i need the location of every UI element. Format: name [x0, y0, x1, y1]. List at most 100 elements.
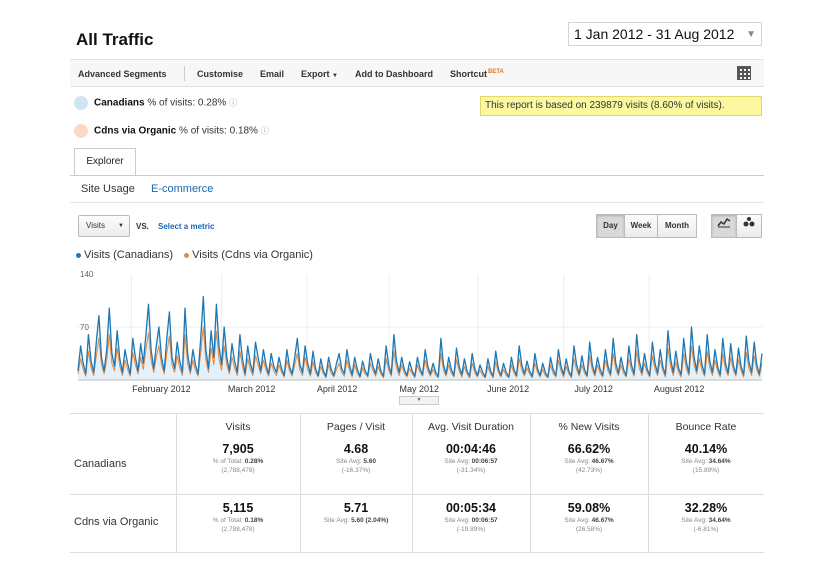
table-divider — [70, 494, 764, 495]
metric-cell: 4.68 Site Avg: 5.60 (-16.37%) — [300, 442, 412, 474]
table-divider — [412, 413, 413, 552]
metric-value: 00:05:34 — [445, 501, 497, 515]
y-tick-label: 140 — [80, 270, 94, 279]
segment-info: % of visits: 0.18% — [179, 125, 258, 137]
chevron-down-icon: ▼ — [118, 223, 124, 229]
page-title: All Traffic — [76, 30, 154, 49]
legend-dot — [76, 252, 81, 258]
segment-name: Canadians — [94, 97, 145, 109]
metric-comparison: Site Avg: 34.64% — [681, 458, 731, 465]
segment-cdns-via-organic[interactable]: Cdns via Organic % of visits: 0.18% ⓘ — [74, 124, 269, 138]
date-range-text: 1 Jan 2012 - 31 Aug 2012 — [574, 26, 735, 42]
granularity-toggle: Day Week Month — [596, 214, 697, 238]
chevron-down-icon: ▼ — [332, 73, 338, 79]
metric-comparison: Site Avg: 34.64% — [681, 517, 731, 524]
segment-info: % of visits: 0.28% — [147, 97, 227, 109]
row-label-cdns-via-organic: Cdns via Organic — [74, 516, 159, 528]
table-divider — [530, 413, 531, 552]
table-divider — [300, 413, 301, 552]
chart-type-toggle — [711, 214, 762, 238]
date-range-picker[interactable]: 1 Jan 2012 - 31 Aug 2012 ▼ — [568, 22, 762, 46]
customise-button[interactable]: Customise — [197, 69, 244, 79]
metric-cell: 00:05:34 Site Avg: 00:06:57 (-19.89%) — [412, 501, 530, 533]
subtab-site-usage[interactable]: Site Usage — [81, 183, 135, 195]
metric-comparison: Site Avg: 46.67% — [564, 458, 614, 465]
export-label: Export — [301, 69, 330, 79]
segment-canadians[interactable]: Canadians % of visits: 0.28% ⓘ — [74, 96, 237, 110]
add-to-dashboard-button[interactable]: Add to Dashboard — [355, 69, 433, 79]
legend-dot — [184, 252, 190, 258]
beta-badge: BETA — [488, 69, 504, 75]
metric-cell: 7,905 % of Total: 0.28% (2,788,478) — [176, 442, 300, 474]
row-label-canadians: Canadians — [74, 458, 127, 470]
metric-value: 5.71 — [343, 501, 369, 515]
metric-comparison: Site Avg: 5.60 (2.04%) — [323, 517, 389, 524]
metric-cell: 5,115 % of Total: 0.18% (2,788,478) — [176, 501, 300, 533]
motion-chart-icon[interactable] — [736, 214, 762, 238]
visits-line-chart[interactable]: 140 70 February 2012 March 2012 April 2012 Ma… — [76, 266, 766, 396]
metric-comparison: Site Avg: 46.67% — [564, 517, 614, 524]
info-icon: ⓘ — [229, 98, 238, 108]
metric-total: (-16.37%) — [341, 467, 371, 474]
subtab-ecommerce[interactable]: E-commerce — [151, 183, 214, 195]
line-chart-icon[interactable] — [711, 214, 737, 238]
metric-comparison: Site Avg: 5.60 — [335, 458, 376, 465]
report-toolbar: Advanced Segments Customise Email Export… — [70, 59, 764, 87]
segment-color-dot — [74, 96, 88, 110]
sampling-notice: This report is based on 239879 visits (8… — [480, 96, 762, 116]
vs-label: VS. — [136, 222, 149, 231]
x-tick-label: March 2012 — [228, 384, 276, 394]
day-button[interactable]: Day — [596, 214, 625, 238]
metric-cell: 66.62% Site Avg: 46.67% (42.73%) — [530, 442, 648, 474]
info-icon: ⓘ — [260, 126, 269, 136]
column-header[interactable]: % New Visits — [558, 421, 620, 433]
metric-cell: 40.14% Site Avg: 34.64% (15.89%) — [648, 442, 764, 474]
metric-value: 40.14% — [684, 442, 728, 456]
x-tick-label: May 2012 — [399, 384, 439, 394]
segment-color-dot — [74, 124, 88, 138]
column-header[interactable]: Pages / Visit — [326, 421, 386, 433]
month-button[interactable]: Month — [657, 214, 697, 238]
legend-item-canadians: Visits (Canadians) — [76, 249, 173, 261]
chart-scroll-handle[interactable]: ▾ — [399, 396, 439, 405]
metric-total: (15.89%) — [692, 467, 720, 474]
export-button[interactable]: Export ▼ — [301, 69, 338, 79]
metric-comparison: % of Total: 0.18% — [212, 517, 264, 524]
chevron-down-icon: ▼ — [746, 29, 756, 40]
table-divider — [176, 413, 177, 552]
legend-item-cdns-via-organic: Visits (Cdns via Organic) — [184, 249, 313, 261]
column-header[interactable]: Visits — [225, 421, 251, 433]
qr-code-icon[interactable] — [737, 66, 751, 80]
toolbar-divider — [184, 66, 185, 81]
metric-total: (-19.89%) — [456, 526, 486, 533]
metric-total: (42.73%) — [575, 467, 603, 474]
shortcut-button[interactable]: ShortcutBETA — [450, 69, 504, 79]
metric-cell: 5.71 Site Avg: 5.60 (2.04%) — [300, 501, 412, 526]
column-header[interactable]: Avg. Visit Duration — [428, 421, 514, 433]
metric-total: (2,788,478) — [221, 467, 255, 474]
table-divider — [70, 413, 764, 414]
y-tick-label: 70 — [80, 323, 89, 332]
metric-comparison: Site Avg: 00:06:57 — [444, 458, 498, 465]
advanced-segments-button[interactable]: Advanced Segments — [78, 69, 167, 79]
metric-select[interactable]: Visits ▼ — [78, 215, 130, 237]
x-tick-label: April 2012 — [317, 384, 358, 394]
shortcut-label: Shortcut — [450, 69, 487, 79]
metric-cell: 59.08% Site Avg: 46.67% (26.58%) — [530, 501, 648, 533]
metric-select-value: Visits — [86, 221, 105, 230]
column-header[interactable]: Bounce Rate — [675, 421, 737, 433]
metrics-summary-table: Canadians Cdns via Organic Visits Pages /… — [70, 413, 764, 553]
segment-name: Cdns via Organic — [94, 125, 177, 137]
tab-explorer[interactable]: Explorer — [74, 148, 136, 176]
week-button[interactable]: Week — [624, 214, 658, 238]
select-metric-link[interactable]: Select a metric — [158, 222, 215, 231]
email-button[interactable]: Email — [260, 69, 285, 79]
table-divider — [70, 552, 764, 553]
metric-value: 66.62% — [567, 442, 611, 456]
metric-value: 32.28% — [684, 501, 728, 515]
tab-divider — [70, 175, 764, 176]
metric-value: 00:04:46 — [445, 442, 497, 456]
x-tick-label: June 2012 — [487, 384, 529, 394]
metric-value: 4.68 — [343, 442, 369, 456]
metric-total: (-6.81%) — [693, 526, 719, 533]
